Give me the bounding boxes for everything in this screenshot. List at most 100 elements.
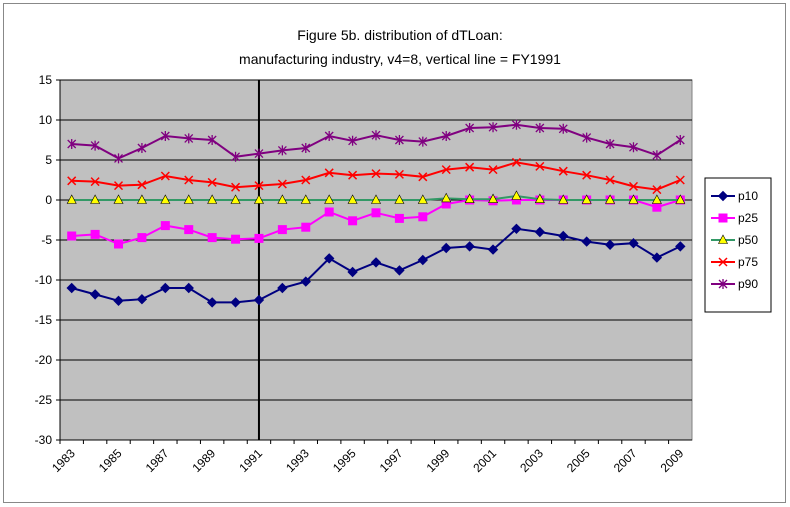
data-point <box>113 181 124 191</box>
data-point <box>558 123 568 134</box>
data-point <box>441 242 452 254</box>
y-tick-label: 15 <box>39 73 53 87</box>
data-point <box>675 194 686 204</box>
data-point <box>348 216 358 226</box>
data-point <box>370 257 382 268</box>
chart-title: Figure 5b. distribution of dTLoan: <box>297 27 502 43</box>
y-tick-label: -5 <box>41 233 52 247</box>
data-point <box>207 135 217 145</box>
legend-label: p75 <box>738 255 758 269</box>
data-point <box>487 244 499 255</box>
data-point <box>254 233 264 243</box>
data-point <box>465 162 475 172</box>
data-point <box>324 207 334 217</box>
data-point <box>67 231 77 241</box>
data-point <box>371 208 381 218</box>
data-point <box>371 130 381 141</box>
y-tick-label: -15 <box>35 313 53 327</box>
data-point <box>184 133 194 144</box>
data-point <box>207 177 217 187</box>
legend-marker <box>718 213 728 223</box>
data-point <box>394 169 404 179</box>
y-tick-label: 5 <box>45 153 52 167</box>
data-point <box>651 252 663 263</box>
data-point <box>535 161 545 171</box>
data-point <box>675 175 685 185</box>
data-point <box>183 282 194 294</box>
data-point <box>323 253 335 264</box>
data-point <box>231 234 241 244</box>
data-point <box>160 221 170 231</box>
data-point <box>254 148 264 159</box>
data-point <box>207 233 217 243</box>
data-point <box>90 229 100 239</box>
data-point <box>137 233 147 243</box>
data-point <box>324 194 335 204</box>
data-point <box>277 179 287 189</box>
data-point <box>347 194 358 204</box>
data-point <box>418 172 428 182</box>
data-point <box>394 213 404 223</box>
y-tick-label: -25 <box>35 393 53 407</box>
legend-marker <box>717 190 729 202</box>
data-point <box>605 175 615 185</box>
data-point <box>160 194 171 204</box>
data-point <box>394 265 405 276</box>
data-point <box>605 194 616 204</box>
data-point <box>230 194 241 204</box>
data-point <box>300 276 311 287</box>
data-point <box>371 194 381 204</box>
data-point <box>206 297 218 308</box>
data-point <box>89 289 101 300</box>
y-tick-label: -30 <box>35 433 53 447</box>
data-point <box>67 176 77 186</box>
data-point <box>558 166 568 176</box>
data-point <box>113 295 124 307</box>
data-point <box>464 193 475 203</box>
data-point <box>675 135 685 145</box>
data-point <box>441 165 451 175</box>
data-point <box>90 140 100 151</box>
data-point <box>629 142 638 153</box>
data-point <box>277 225 287 235</box>
legend-label: p10 <box>738 189 758 203</box>
data-point <box>67 139 77 149</box>
data-point <box>184 225 194 235</box>
data-point <box>253 294 265 306</box>
data-point <box>511 223 522 235</box>
data-point <box>605 139 615 149</box>
data-point <box>113 194 124 204</box>
data-point <box>582 132 592 143</box>
data-point <box>277 194 288 204</box>
data-point <box>464 241 475 252</box>
y-tick-label: 10 <box>39 113 53 127</box>
data-point <box>90 177 100 187</box>
data-point <box>90 194 101 204</box>
data-point <box>582 170 592 180</box>
data-point <box>231 151 241 162</box>
data-point <box>184 175 194 185</box>
data-point <box>253 194 264 204</box>
data-point <box>652 150 662 161</box>
data-point <box>301 143 311 153</box>
data-point <box>511 157 521 167</box>
legend-marker <box>718 279 728 289</box>
data-point <box>136 293 148 305</box>
legend-box <box>704 177 772 313</box>
data-point <box>160 282 171 294</box>
data-point <box>347 266 358 278</box>
data-point <box>418 136 428 147</box>
data-point <box>488 122 498 133</box>
y-tick-label: -20 <box>35 353 53 367</box>
data-point <box>371 169 381 179</box>
data-point <box>301 175 311 185</box>
data-point <box>230 297 241 308</box>
data-point <box>628 237 639 249</box>
y-tick-label: -10 <box>35 273 53 287</box>
data-point <box>231 182 241 192</box>
data-point <box>652 202 662 212</box>
data-point <box>511 190 522 200</box>
data-point <box>558 194 569 204</box>
data-point <box>675 241 686 252</box>
